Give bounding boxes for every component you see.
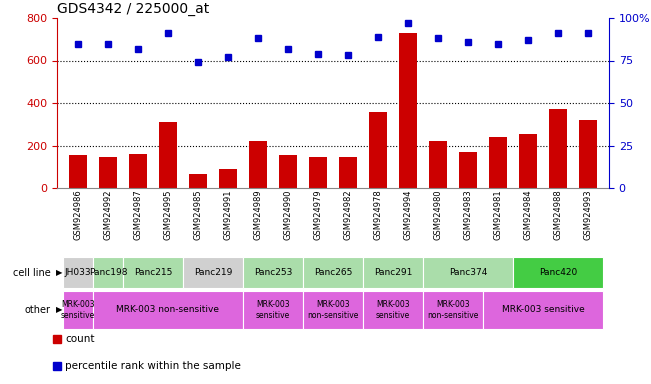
- Bar: [183, 257, 243, 288]
- Text: MRK-003
sensitive: MRK-003 sensitive: [61, 300, 95, 320]
- Text: MRK-003 sensitive: MRK-003 sensitive: [502, 306, 585, 314]
- Text: other: other: [25, 305, 51, 315]
- Bar: [219, 169, 237, 188]
- Bar: [483, 291, 603, 329]
- Bar: [489, 137, 507, 188]
- Text: MRK-003
sensitive: MRK-003 sensitive: [376, 300, 410, 320]
- Text: MRK-003 non-sensitive: MRK-003 non-sensitive: [117, 306, 219, 314]
- Text: MRK-003
non-sensitive: MRK-003 non-sensitive: [427, 300, 478, 320]
- Text: Panc253: Panc253: [254, 268, 292, 277]
- Bar: [429, 141, 447, 188]
- Text: cell line: cell line: [13, 268, 51, 278]
- Bar: [549, 109, 567, 188]
- Bar: [399, 33, 417, 188]
- Bar: [189, 174, 207, 188]
- Bar: [309, 157, 327, 188]
- Text: Panc219: Panc219: [194, 268, 232, 277]
- Bar: [303, 291, 363, 329]
- Bar: [63, 291, 93, 329]
- Text: Panc291: Panc291: [374, 268, 412, 277]
- Bar: [423, 291, 483, 329]
- Bar: [93, 257, 123, 288]
- Bar: [303, 257, 363, 288]
- Bar: [519, 134, 537, 188]
- Text: MRK-003
sensitive: MRK-003 sensitive: [256, 300, 290, 320]
- Text: Panc420: Panc420: [539, 268, 577, 277]
- Bar: [93, 291, 243, 329]
- Bar: [249, 141, 267, 188]
- Bar: [513, 257, 603, 288]
- Bar: [63, 257, 93, 288]
- Bar: [123, 257, 183, 288]
- Text: Panc374: Panc374: [449, 268, 487, 277]
- Text: Panc215: Panc215: [134, 268, 172, 277]
- Bar: [243, 291, 303, 329]
- Bar: [339, 157, 357, 188]
- Bar: [363, 257, 423, 288]
- Text: JH033: JH033: [64, 268, 91, 277]
- Bar: [369, 111, 387, 188]
- Text: count: count: [65, 334, 95, 344]
- Bar: [69, 155, 87, 188]
- Bar: [243, 257, 303, 288]
- Text: GDS4342 / 225000_at: GDS4342 / 225000_at: [57, 2, 209, 16]
- Text: ▶: ▶: [57, 306, 63, 314]
- Bar: [279, 155, 297, 188]
- Bar: [363, 291, 423, 329]
- Bar: [159, 122, 177, 188]
- Text: Panc265: Panc265: [314, 268, 352, 277]
- Bar: [459, 152, 477, 188]
- Bar: [423, 257, 513, 288]
- Bar: [579, 120, 597, 188]
- Text: MRK-003
non-sensitive: MRK-003 non-sensitive: [307, 300, 359, 320]
- Text: percentile rank within the sample: percentile rank within the sample: [65, 361, 241, 371]
- Text: Panc198: Panc198: [89, 268, 127, 277]
- Bar: [129, 154, 147, 188]
- Bar: [99, 157, 117, 188]
- Text: ▶: ▶: [57, 268, 63, 277]
